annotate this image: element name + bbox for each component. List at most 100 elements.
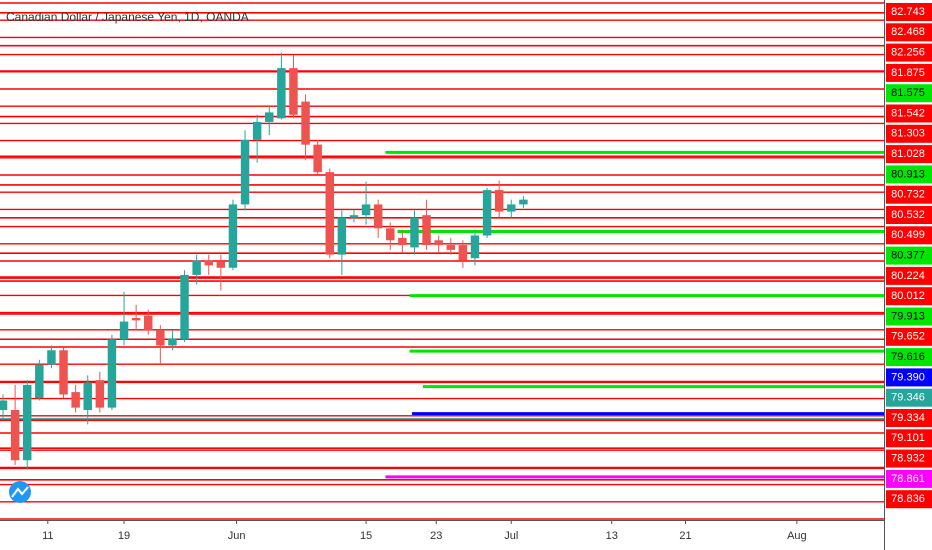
candle-body [180,274,189,340]
level-label: 82.256 [891,47,925,59]
level-label-bg [886,206,932,224]
level-label: 78.836 [891,493,925,505]
candle-body [22,384,32,461]
candle-body [373,204,383,229]
level-label: 81.575 [891,87,925,99]
candle-body [119,321,129,340]
chart-title: Canadian Dollar / Japanese Yen, 1D, OAND… [6,10,249,24]
level-label: 78.861 [891,473,925,485]
candle-body [494,190,504,212]
level-label-bg [886,449,932,468]
level-label-bg [886,490,932,509]
level-label: 82.468 [891,26,925,38]
candle-body [168,338,177,346]
level-label-bg [886,104,932,123]
candle-body [131,317,141,321]
candle-body [349,215,359,218]
candle-body [10,410,20,461]
level-label-bg [886,246,932,265]
level-label: 80.377 [891,250,925,262]
level-label: 81.542 [891,107,925,119]
candle-body [95,380,105,408]
candle-body [519,199,528,205]
candle-body [47,350,56,365]
level-label-bg [886,368,932,387]
level-label-bg [886,307,932,326]
level-label-bg [886,327,932,346]
candle-body [252,121,262,140]
candle-body [289,68,298,115]
level-label: 79.101 [891,432,925,444]
price-axis: 82.743 82.468 82.256 81.875 81.575 81.542 81.3… [886,3,932,509]
level-label-bg [886,145,932,164]
logo-icon [11,486,29,498]
level-label: 81.875 [891,67,925,79]
x-tick-label: 19 [118,530,130,542]
level-label: 79.652 [891,331,925,343]
level-label: 79.616 [891,351,925,363]
candle-body [313,144,322,173]
level-label-bg [886,348,932,367]
level-label-bg [886,429,932,448]
candle-body [470,235,480,259]
candle-body [107,339,117,408]
level-label: 79.913 [891,310,925,322]
x-tick-label: 23 [430,530,442,542]
candle-body [386,228,395,241]
candle-body [192,260,201,275]
candle-body [265,112,274,122]
candle-body [83,382,92,411]
candle-body [277,68,286,119]
candle-body [0,400,8,411]
level-label: 80.224 [891,270,925,282]
level-label: 80.012 [891,290,925,302]
x-tick-label: Aug [787,530,807,542]
level-label-bg [886,185,932,204]
candle-body [446,245,456,250]
level-label: 80.499 [891,229,925,241]
candle-body [398,237,407,246]
candle-body [156,329,165,346]
level-label-bg [886,63,932,82]
x-tick-label: 11 [42,530,53,542]
level-label-bg [886,3,932,21]
level-label: 82.743 [891,6,925,18]
level-label: 80.532 [891,209,925,221]
level-label-bg [886,43,932,62]
candle-body [228,204,238,268]
x-tick-label: 21 [679,530,691,542]
candle-body [240,139,250,205]
level-label: 80.913 [891,168,925,180]
candle-body [482,190,492,236]
level-label: 80.732 [891,189,925,201]
x-tick-label: 15 [360,530,372,542]
level-label: 79.346 [891,392,925,404]
level-label-bg [886,23,932,42]
candle-body [204,260,213,266]
level-label-bg [886,388,932,407]
plot [0,11,884,524]
candle-body [422,215,431,246]
level-label-bg [886,266,932,285]
candle-body [361,204,371,216]
level-label: 78.932 [891,453,925,465]
level-label: 81.028 [891,148,925,160]
candle-body [144,315,153,330]
candle-body [59,350,68,395]
level-label-bg [886,124,932,143]
level-label: 79.334 [891,412,925,424]
level-label-bg [886,409,932,427]
level-label-bg [886,84,932,103]
candle-body [325,172,334,255]
candle-body [337,217,347,255]
logo [9,481,31,503]
candle-body [507,204,516,212]
candle-body [301,101,310,145]
level-label: 79.390 [891,371,925,383]
x-tick-label: 13 [606,530,618,542]
x-tick-label: Jun [228,530,246,542]
candle-body [434,240,443,246]
candle-body [458,245,468,261]
